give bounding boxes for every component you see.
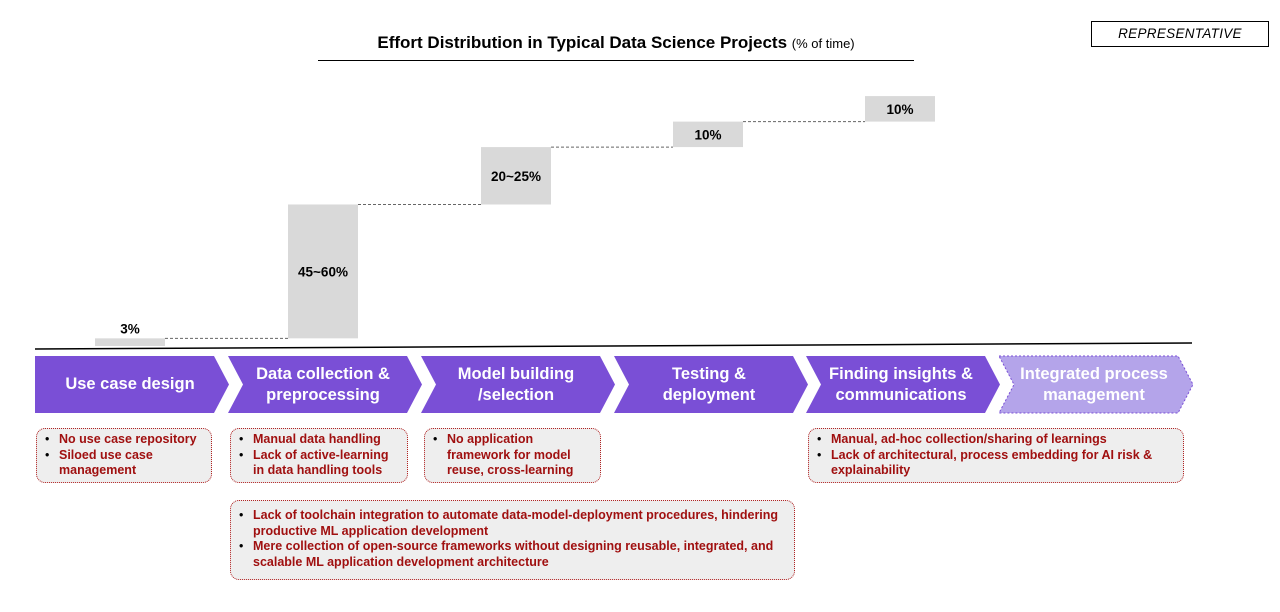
bar-1 [288,204,358,339]
stage-model-building: Model building /selection [421,356,615,413]
stage-label: Finding insights & communications [829,364,973,404]
stage-chevron-0 [35,356,229,413]
bar-label-1: 45~60% [298,264,348,279]
stage-finding-insights: Finding insights & communications [806,356,1000,413]
stage-chevron-4 [806,356,1000,413]
issue-item: Lack of active-learning in data handling… [239,448,399,479]
bar-0 [95,338,165,346]
chart-baseline [34,342,1193,350]
stage-label: Model building /selection [457,364,575,404]
stage-chevron-3 [614,356,808,413]
stage-label: Integrated process management [1020,364,1168,404]
issues-use-case: No use case repository Siloed use case m… [36,428,212,483]
issue-item: Lack of toolchain integration to automat… [239,508,786,539]
stage-label: Data collection & preprocessing [256,364,390,404]
stage-data-collection: Data collection & preprocessing [228,356,422,413]
issue-item: Manual data handling [239,432,399,448]
issues-model: No application framework for model reuse… [424,428,601,483]
stage-use-case-design: Use case design [35,356,229,413]
stage-label: Use case design [65,375,195,393]
stage-testing-deployment: Testing & deployment [614,356,808,413]
issues-data: Manual data handling Lack of active-lear… [230,428,408,483]
stage-chevron-2 [421,356,615,413]
issue-item: No application framework for model reuse… [433,432,592,479]
issues-toolchain: Lack of toolchain integration to automat… [230,500,795,580]
stage-chevron-5 [998,355,1194,414]
bar-2 [481,147,551,205]
issue-item: Siloed use case management [45,448,203,479]
bar-label-3: 10% [694,127,721,142]
bar-label-2: 20~25% [491,169,541,184]
chart-title-sub: (% of time) [791,36,855,51]
representative-badge: REPRESENTATIVE [1091,21,1269,47]
chart-title: Effort Distribution in Typical Data Scie… [318,30,914,61]
chart-title-main: Effort Distribution in Typical Data Scie… [377,33,788,52]
stage-label: Testing & deployment [662,364,756,404]
stage-integrated-process: Integrated process management [999,356,1193,413]
bar-4 [865,96,935,122]
bar-3 [673,121,743,148]
issue-item: No use case repository [45,432,203,448]
bar-label-4: 10% [886,102,913,117]
issue-item: Mere collection of open-source framework… [239,539,786,570]
bar-label-0: 3% [120,321,140,336]
issues-insights: Manual, ad-hoc collection/sharing of lea… [808,428,1184,483]
issue-item: Manual, ad-hoc collection/sharing of lea… [817,432,1175,448]
issue-item: Lack of architectural, process embedding… [817,448,1175,479]
stage-chevron-1 [228,356,422,413]
